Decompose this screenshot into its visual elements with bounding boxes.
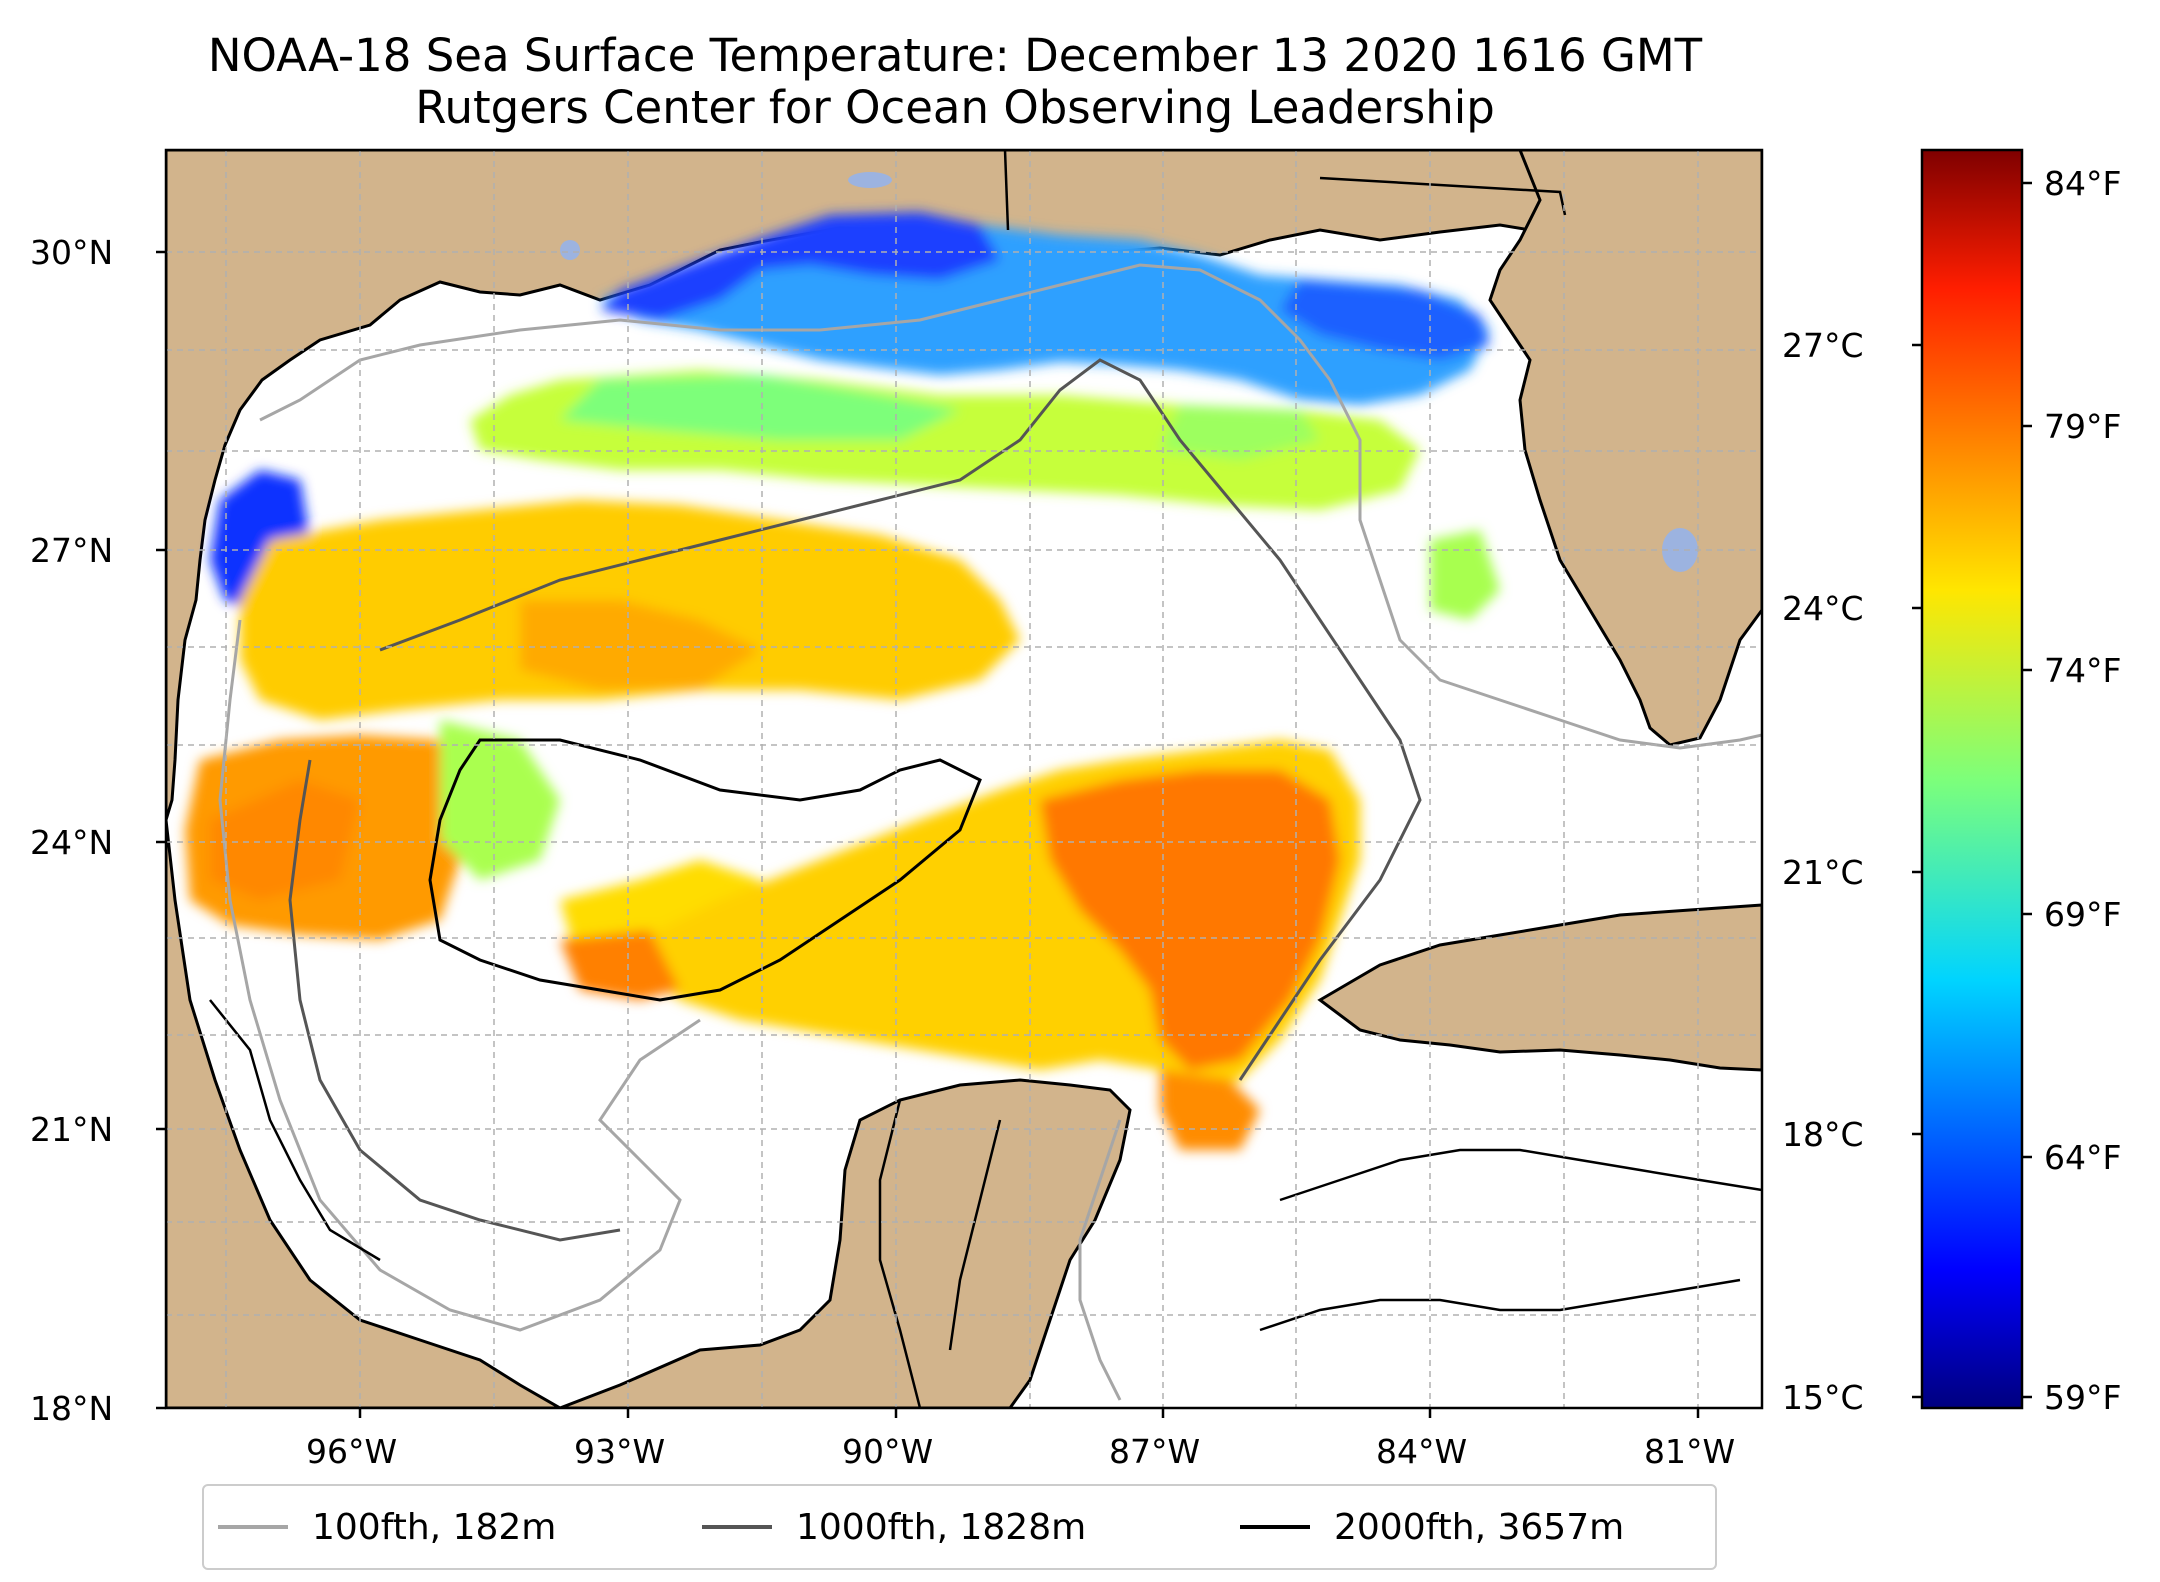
colorbar-fahrenheit-label: 74°F	[2044, 651, 2122, 690]
lon-tick-label: 93°W	[574, 1432, 666, 1471]
lat-tick-label: 24°N	[30, 823, 114, 862]
lon-tick-label: 96°W	[306, 1432, 398, 1471]
gridlines	[166, 150, 1762, 1408]
lon-tick-label: 90°W	[842, 1432, 934, 1471]
colorbar-fahrenheit-label: 69°F	[2044, 895, 2122, 934]
map-frame	[164, 148, 1764, 1410]
colorbar-celsius-label: 15°C	[1782, 1378, 1864, 1417]
colorbar-celsius-label: 18°C	[1782, 1115, 1864, 1154]
lake-texas	[560, 240, 580, 260]
colorbar-ticks	[1912, 181, 2032, 1399]
map-title: NOAA-18 Sea Surface Temperature: Decembe…	[207, 29, 1703, 82]
colorbar-celsius-label: 24°C	[1782, 589, 1864, 628]
land-cuba	[1317, 903, 1762, 1072]
lat-tick-label: 27°N	[30, 531, 114, 570]
legend-label-1000fth: 1000fth, 1828m	[796, 1506, 1087, 1548]
legend-label-100fth: 100fth, 182m	[312, 1506, 557, 1548]
legend-line-100fth	[218, 1525, 288, 1529]
contour-100fth-yucatan	[1078, 1119, 1122, 1401]
lon-tick-label: 81°W	[1644, 1432, 1736, 1471]
colorbar-celsius-label: 21°C	[1782, 853, 1864, 892]
colorbar-fahrenheit-label: 84°F	[2044, 164, 2122, 203]
map-area	[166, 150, 1762, 1408]
colorbar-fahrenheit-label: 59°F	[2044, 1378, 2122, 1417]
contour-1000fth	[288, 759, 621, 1242]
lake-okeechobee	[1662, 528, 1698, 572]
lat-tick-label: 21°N	[30, 1110, 114, 1149]
lat-tick-label: 18°N	[30, 1389, 114, 1428]
sst-data	[185, 212, 1500, 1150]
land-florida	[1488, 150, 1762, 747]
legend-line-2000fth	[1240, 1525, 1310, 1529]
legend-item-2000fth: 2000fth, 3657m	[1240, 1486, 1624, 1568]
contour-legend: 100fth, 182m 1000fth, 1828m 2000fth, 365…	[202, 1484, 1717, 1570]
contour-2000fth-caribbean-south	[1259, 1278, 1741, 1332]
lat-tick-label: 30°N	[30, 233, 114, 272]
contour-1000fth-east	[379, 358, 1422, 1081]
contour-2000fth	[428, 738, 982, 1002]
colorbar	[1920, 148, 2024, 1410]
contour-100fth	[259, 263, 1762, 750]
colorbar-fahrenheit-label: 79°F	[2044, 407, 2122, 446]
lon-tick-label: 84°W	[1376, 1432, 1468, 1471]
map-subtitle: Rutgers Center for Ocean Observing Leade…	[415, 81, 1495, 134]
legend-line-1000fth	[702, 1525, 772, 1529]
lake-pontchartrain	[848, 172, 892, 188]
colorbar-fahrenheit-label: 64°F	[2044, 1138, 2122, 1177]
legend-label-2000fth: 2000fth, 3657m	[1334, 1506, 1625, 1548]
land-mexico-west	[166, 819, 564, 1408]
land-yucatan	[559, 1078, 1132, 1408]
axis-ticks	[156, 250, 1700, 1418]
legend-item-100fth: 100fth, 182m	[218, 1486, 556, 1568]
colorbar-celsius-label: 27°C	[1782, 326, 1864, 365]
contour-2000fth-caribbean	[1279, 1148, 1762, 1202]
legend-item-1000fth: 1000fth, 1828m	[702, 1486, 1086, 1568]
political-borders	[209, 150, 1567, 1408]
lon-tick-label: 87°W	[1109, 1432, 1201, 1471]
bathymetry-contours	[218, 263, 1762, 1401]
